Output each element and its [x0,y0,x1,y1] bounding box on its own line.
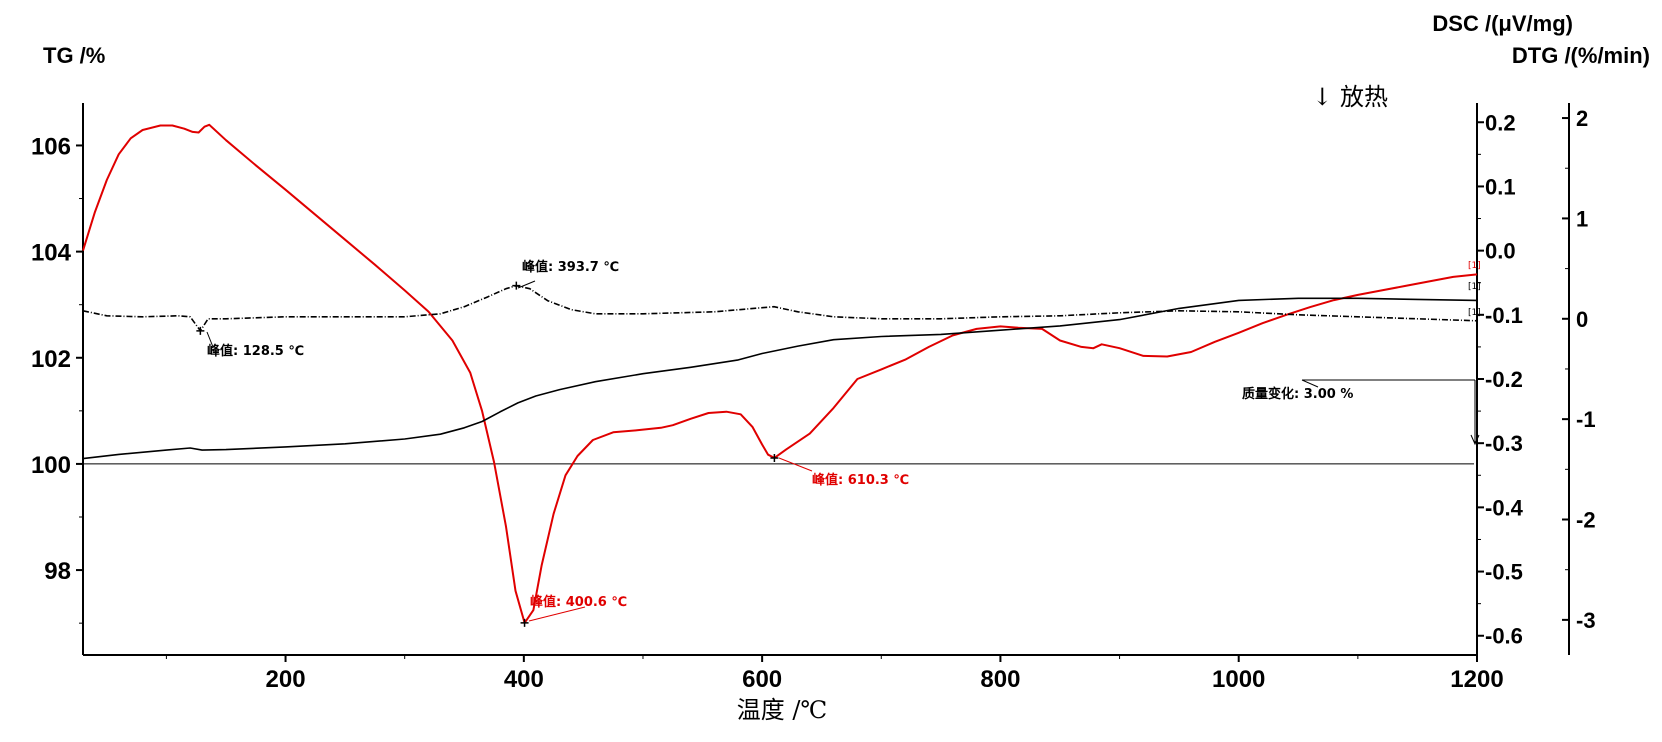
peak-marker-1 [512,281,521,290]
dtg-tick-label-4: -2 [1576,508,1596,533]
dsc-tick-label-8: -0.6 [1485,624,1523,649]
annotation-128: 峰值: 128.5 ℃ [207,343,304,359]
ticks-layer [76,117,1569,662]
dtg-tick-label-3: -1 [1576,407,1596,432]
dsc-tick-label-6: -0.4 [1485,495,1524,520]
plot-frame [82,103,1570,656]
dsc-tick-label-7: -0.5 [1485,560,1523,585]
tg-end-marker: [1] [1468,282,1481,292]
annotation-393: 峰值: 393.7 ℃ [522,259,619,275]
dsc-tick-label-3: -0.1 [1485,303,1523,328]
peak-marker-0 [196,326,205,335]
dtg-curve [82,284,1478,332]
peak-marker-3 [770,453,779,462]
dsc-tick-label-2: 0.0 [1485,239,1516,264]
annotation-400: 峰值: 400.6 ℃ [530,594,627,610]
x-tick-label-1: 400 [504,666,544,693]
dsc-tick-label-0: 0.2 [1485,110,1516,135]
annotation-leader-610 [778,457,813,472]
tg-axis-title: TG /% [43,43,105,68]
mass-change-leader [1301,379,1319,388]
dsc-end-marker: [1] [1468,261,1481,271]
tg-tick-label-0: 98 [44,558,71,585]
annotation-610: 峰值: 610.3 ℃ [812,472,909,488]
x-tick-label-5: 1200 [1450,666,1503,693]
dtg-end-marker: [1] [1468,308,1481,318]
mass-change-arrowhead [1470,434,1480,446]
x-axis-title: 温度 /℃ [737,696,828,724]
dtg-tick-label-1: 1 [1576,206,1588,231]
annotation-leader-393 [517,280,536,289]
dtg-axis-title: DTG /(%/min) [1512,43,1650,68]
annotation-layer: 峰值: 393.7 ℃ 峰值: 128.5 ℃ 峰值: 400.6 ℃ 峰值: … [206,259,1481,622]
dtg-tick-label-0: 2 [1576,106,1588,131]
peak-marker-2 [520,618,529,627]
x-tick-label-0: 200 [266,666,306,693]
dtg-tick-label-5: -3 [1576,608,1596,633]
mass-change-label: 质量变化: 3.00 % [1242,386,1353,402]
tg-tick-label-4: 106 [31,133,71,160]
exotherm-label: ↓ 放热 [1312,83,1388,111]
x-tick-label-3: 800 [980,666,1020,693]
series-layer [82,123,1478,627]
annotation-leader-128 [206,331,214,348]
annotation-leader-400 [528,606,586,622]
dtg-tick-label-2: 0 [1576,307,1588,332]
dsc-axis-title: DSC /(μV/mg) [1432,11,1573,36]
tg-tick-label-2: 102 [31,346,71,373]
tg-tick-label-1: 100 [31,452,71,479]
tg-tick-label-3: 104 [31,240,72,267]
dsc-curve [82,123,1478,624]
dsc-tick-label-5: -0.3 [1485,431,1523,456]
dsc-tick-label-1: 0.1 [1485,174,1516,199]
x-tick-label-4: 1000 [1212,666,1265,693]
x-tick-label-2: 600 [742,666,782,693]
tick-labels-layer: 200 400 600 800 1000 1200981001021041060.20.1… [31,106,1596,693]
tg-curve [82,297,1478,460]
dsc-tick-label-4: -0.2 [1485,367,1523,392]
